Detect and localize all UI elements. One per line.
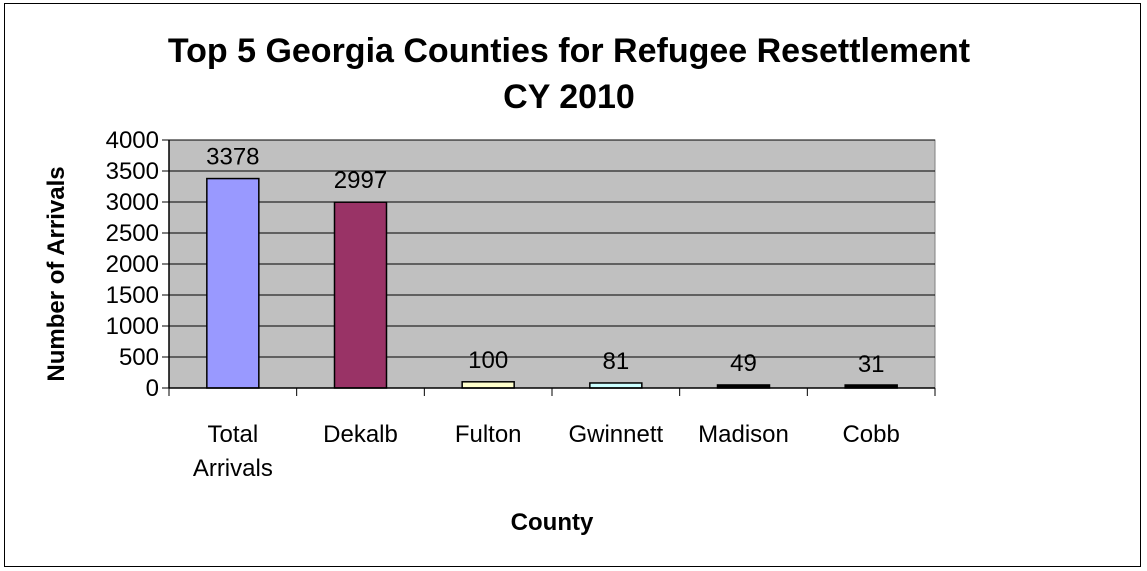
y-tick-label: 3000 <box>106 189 159 216</box>
bar <box>206 177 260 389</box>
x-tick-label: Madison <box>698 421 789 448</box>
y-tick-label: 2000 <box>106 251 159 278</box>
axes: 0 500 1000 1500 2000 2500 3000 3500 4000 Total Arr… <box>106 127 936 482</box>
y-tick-label: 1500 <box>106 282 159 309</box>
bar <box>589 382 643 389</box>
data-label: 3378 <box>206 144 259 171</box>
data-labels: 3378 2997 100 81 49 31 <box>206 144 884 379</box>
data-label: 49 <box>730 350 757 377</box>
gridlines <box>169 139 935 358</box>
data-label: 81 <box>602 348 629 375</box>
x-tick-label: Fulton <box>455 421 522 448</box>
y-tick-label: 0 <box>146 375 159 402</box>
y-tick-label: 2500 <box>106 220 159 247</box>
data-label: 100 <box>468 347 508 374</box>
x-tick-label: Total Arrivals <box>193 421 273 482</box>
x-tick-label: Cobb <box>842 421 899 448</box>
y-tick-label: 3500 <box>106 158 159 185</box>
bars <box>206 177 898 389</box>
x-tick-label: Dekalb <box>323 421 398 448</box>
data-label: 2997 <box>334 167 387 194</box>
bar <box>333 201 388 389</box>
x-axis-title: County <box>511 509 594 536</box>
y-tick-label: 500 <box>119 344 159 371</box>
data-label: 31 <box>858 351 885 378</box>
y-tick-label: 4000 <box>106 127 159 154</box>
x-tick-label: Gwinnett <box>568 421 663 448</box>
chart: Top 5 Georgia Counties for Refugee Reset… <box>43 32 970 536</box>
chart-frame: Top 5 Georgia Counties for Refugee Reset… <box>4 3 1141 567</box>
chart-title-line-1: Top 5 Georgia Counties for Refugee Reset… <box>168 32 970 70</box>
y-tick-label: 1000 <box>106 313 159 340</box>
bar <box>461 381 515 389</box>
y-axis-title: Number of Arrivals <box>43 166 70 381</box>
chart-title-line-2: CY 2010 <box>503 78 635 116</box>
